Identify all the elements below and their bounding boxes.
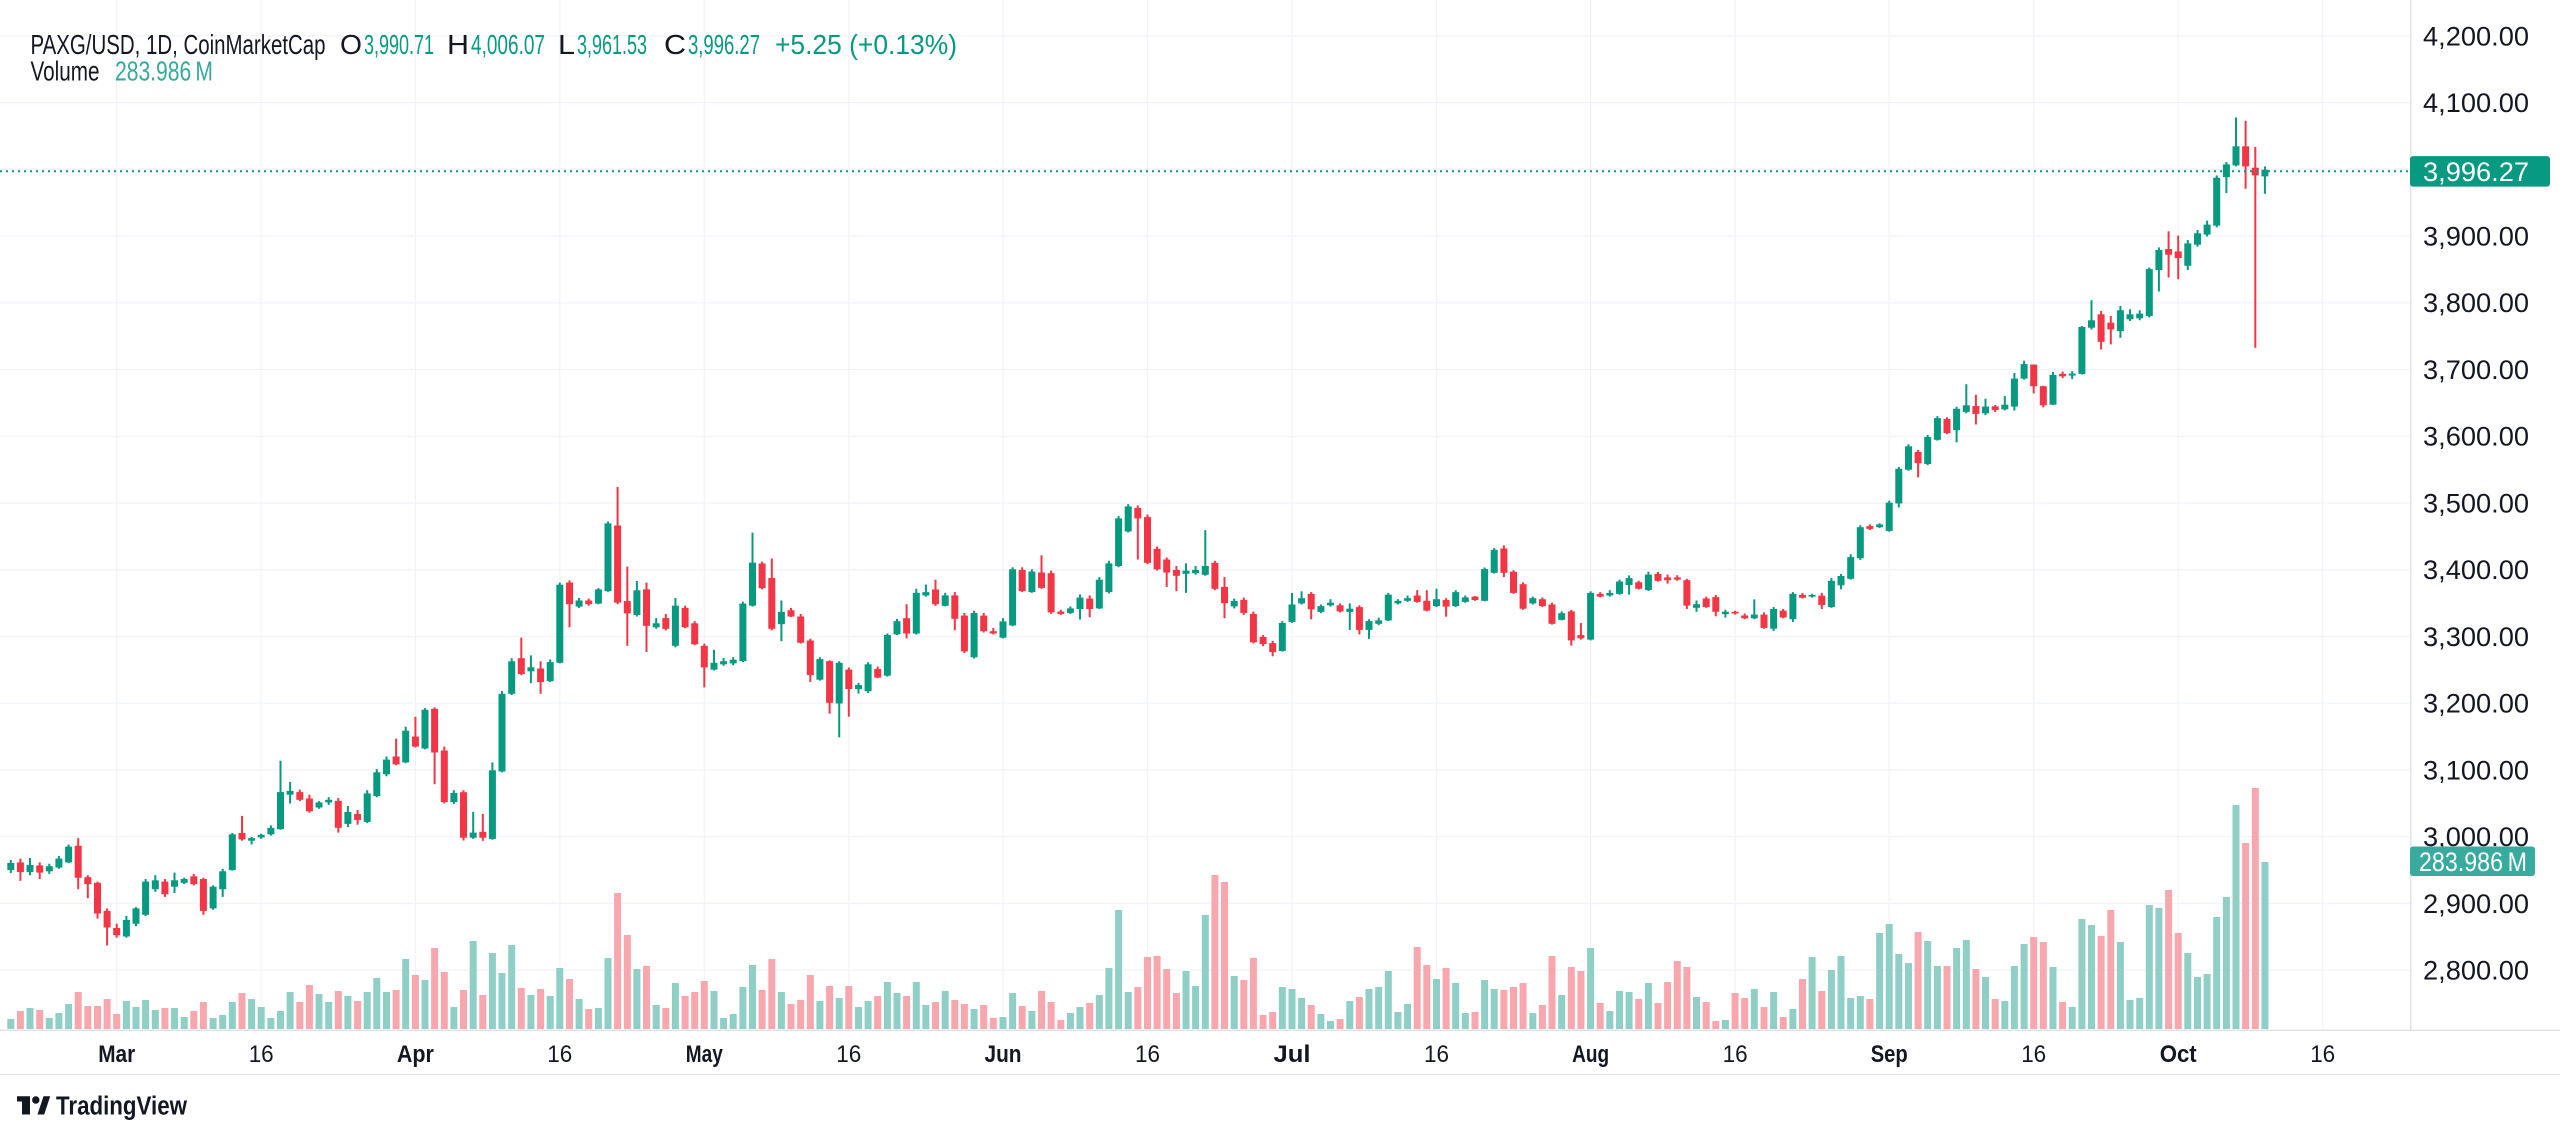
svg-text:3,800.00: 3,800.00 (2423, 288, 2529, 318)
svg-text:Sep: Sep (1871, 1041, 1908, 1068)
svg-text:Aug: Aug (1572, 1041, 1609, 1068)
svg-text:3,500.00: 3,500.00 (2423, 488, 2529, 518)
svg-text:3,996.27: 3,996.27 (688, 29, 760, 60)
svg-text:May: May (686, 1041, 724, 1068)
svg-text:4,200.00: 4,200.00 (2423, 21, 2529, 51)
svg-text:2,800.00: 2,800.00 (2423, 956, 2529, 986)
svg-text:16: 16 (547, 1041, 572, 1068)
svg-text:283.986 M: 283.986 M (115, 56, 213, 87)
svg-text:3,900.00: 3,900.00 (2423, 222, 2529, 252)
svg-text:C: C (664, 29, 686, 60)
svg-text:3,200.00: 3,200.00 (2423, 689, 2529, 719)
svg-text:3,996.27: 3,996.27 (2423, 157, 2529, 187)
svg-text:283.986 M: 283.986 M (2419, 847, 2527, 877)
svg-text:Jun: Jun (985, 1041, 1022, 1068)
svg-text:16: 16 (1424, 1041, 1449, 1068)
svg-text:4,006.07: 4,006.07 (471, 29, 545, 60)
svg-text:16: 16 (249, 1041, 274, 1068)
svg-text:3,990.71: 3,990.71 (364, 29, 434, 60)
svg-text:Jul: Jul (1274, 1041, 1311, 1068)
svg-text:3,400.00: 3,400.00 (2423, 555, 2529, 585)
svg-text:L: L (558, 29, 575, 60)
svg-text:4,100.00: 4,100.00 (2423, 88, 2529, 118)
svg-text:3,600.00: 3,600.00 (2423, 422, 2529, 452)
svg-text:TradingView: TradingView (56, 1093, 187, 1121)
svg-text:3,961.53: 3,961.53 (577, 29, 647, 60)
svg-text:16: 16 (1135, 1041, 1160, 1068)
svg-text:16: 16 (836, 1041, 861, 1068)
svg-text:+5.25 (+0.13%): +5.25 (+0.13%) (775, 29, 957, 60)
svg-text:Mar: Mar (98, 1041, 135, 1068)
svg-text:3,100.00: 3,100.00 (2423, 755, 2529, 785)
svg-text:3,700.00: 3,700.00 (2423, 355, 2529, 385)
svg-text:16: 16 (2021, 1041, 2046, 1068)
svg-text:PAXG/USD, 1D, CoinMarketCap: PAXG/USD, 1D, CoinMarketCap (31, 29, 326, 60)
svg-text:O: O (340, 29, 362, 60)
svg-text:Oct: Oct (2160, 1041, 2197, 1068)
svg-text:3,300.00: 3,300.00 (2423, 622, 2529, 652)
svg-text:H: H (447, 29, 469, 60)
svg-text:2,900.00: 2,900.00 (2423, 889, 2529, 919)
svg-text:Apr: Apr (397, 1041, 434, 1068)
svg-text:Volume: Volume (31, 56, 100, 87)
svg-text:16: 16 (1723, 1041, 1748, 1068)
svg-text:16: 16 (2310, 1041, 2335, 1068)
